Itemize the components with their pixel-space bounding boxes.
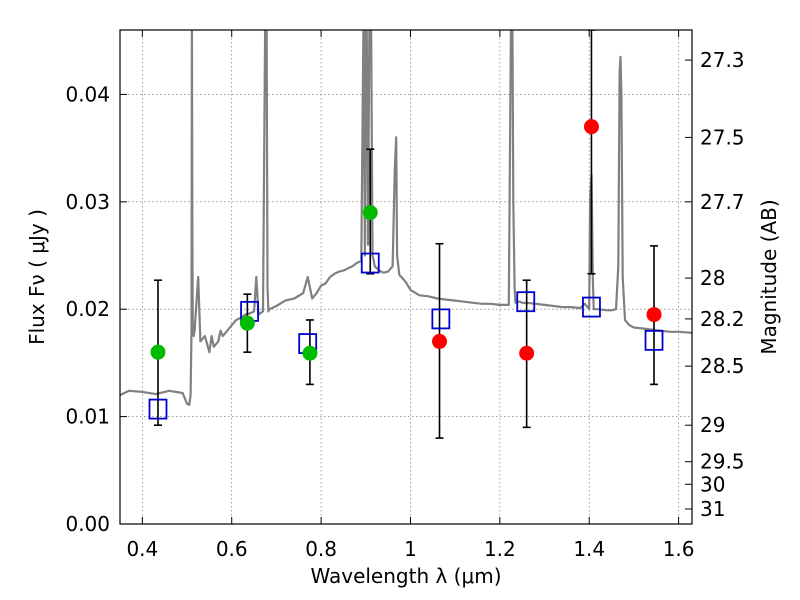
- y2-tick-label: 28.2: [700, 307, 745, 331]
- axes: 0.4 0.6 0.8 1 1.2 1.4 1.6 0.00 0.01 0.02 0.03 0.04 2…: [65, 30, 745, 561]
- observed-point-green: [362, 205, 378, 221]
- y2-tick-label: 27.7: [700, 190, 745, 214]
- observed-point-red: [519, 345, 535, 361]
- plot-frame: [119, 29, 693, 525]
- observed-point-red: [646, 307, 662, 323]
- y2-tick-label: 30: [700, 472, 725, 496]
- y2-tick-label: 27.3: [700, 48, 745, 72]
- x-axis-label: Wavelength λ (μm): [310, 564, 501, 588]
- x-tick-label: 1.4: [573, 537, 605, 561]
- observed-point-green: [302, 345, 318, 361]
- y2-tick-label: 29: [700, 413, 725, 437]
- model-photometry-box: [644, 329, 664, 351]
- y-tick-label: 0.03: [65, 190, 110, 214]
- model-photometry-box: [431, 308, 451, 330]
- x-tick-label: 1.2: [484, 537, 516, 561]
- y2-tick-label: 29.5: [700, 450, 745, 474]
- y-axis-label: Flux Fν ( μJy ): [25, 209, 49, 345]
- model-spectrum-line: [120, 30, 692, 406]
- y2-tick-label: 27.5: [700, 125, 745, 149]
- plot-area: [120, 30, 692, 439]
- x-tick-label: 1: [404, 537, 417, 561]
- y-tick-label: 0.02: [65, 297, 110, 321]
- x-tick-label: 1.6: [663, 537, 695, 561]
- observed-point-red: [583, 119, 599, 135]
- y2-tick-label: 28: [700, 266, 725, 290]
- y-tick-label: 0.00: [65, 512, 110, 536]
- observed-point-green: [239, 315, 255, 331]
- y-tick-label: 0.04: [65, 82, 110, 106]
- model-photometry-box: [516, 291, 536, 313]
- model-photometry-box: [582, 296, 601, 318]
- y2-tick-label: 31: [700, 497, 725, 521]
- x-tick-label: 0.4: [126, 537, 158, 561]
- y2-tick-label: 28.5: [700, 354, 745, 378]
- model-photometry-box: [360, 252, 380, 274]
- x-tick-label: 0.8: [305, 537, 337, 561]
- x-tick-label: 0.6: [216, 537, 248, 561]
- observed-point-green: [150, 344, 166, 360]
- model-photometry-box: [148, 398, 168, 420]
- observed-point-red: [432, 333, 448, 349]
- y2-axis-label: Magnitude (AB): [757, 199, 781, 354]
- y-tick-label: 0.01: [65, 405, 110, 429]
